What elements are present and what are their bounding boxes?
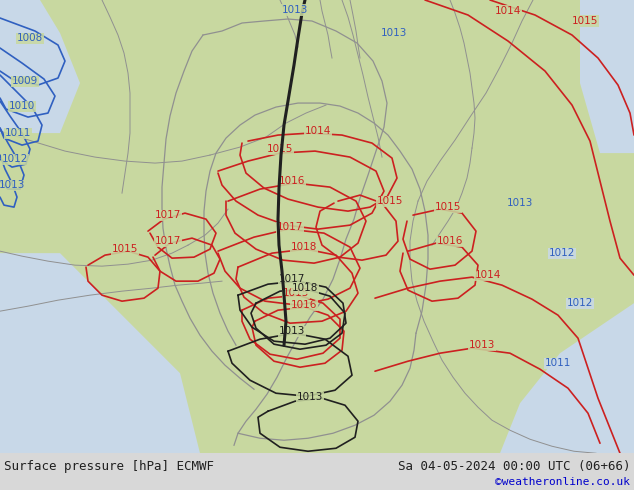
Polygon shape	[0, 0, 80, 133]
Text: 1011: 1011	[545, 358, 571, 368]
Text: 1011: 1011	[5, 128, 31, 138]
Text: 1015: 1015	[283, 288, 309, 298]
Text: 1014: 1014	[495, 6, 521, 16]
Text: 1013: 1013	[297, 392, 323, 402]
Text: 1017: 1017	[279, 274, 305, 284]
Text: 1018: 1018	[292, 283, 318, 293]
Text: 1015: 1015	[112, 244, 138, 254]
Text: 1015: 1015	[377, 196, 403, 206]
Text: Sa 04-05-2024 00:00 UTC (06+66): Sa 04-05-2024 00:00 UTC (06+66)	[398, 460, 630, 473]
Text: 1009: 1009	[12, 76, 38, 86]
Text: 1013: 1013	[469, 340, 495, 350]
Text: 1017: 1017	[155, 210, 181, 220]
Text: 1017: 1017	[155, 236, 181, 246]
Text: 1014: 1014	[305, 126, 331, 136]
Text: 1012: 1012	[549, 248, 575, 258]
Text: 1014: 1014	[475, 270, 501, 280]
Polygon shape	[500, 303, 634, 453]
Text: 1016: 1016	[437, 236, 463, 246]
Text: 1015: 1015	[267, 144, 293, 154]
Polygon shape	[580, 0, 634, 153]
Text: 1018: 1018	[291, 242, 317, 252]
Polygon shape	[0, 0, 634, 453]
Text: 1015: 1015	[435, 202, 461, 212]
Text: 1012: 1012	[2, 154, 28, 164]
Text: 1013: 1013	[507, 198, 533, 208]
Text: 1012: 1012	[567, 298, 593, 308]
Text: 1010: 1010	[9, 101, 35, 111]
Text: 1015: 1015	[572, 16, 598, 26]
Text: 1013: 1013	[279, 326, 305, 336]
Text: Surface pressure [hPa] ECMWF: Surface pressure [hPa] ECMWF	[4, 460, 214, 473]
Text: 1013: 1013	[281, 5, 308, 15]
Text: 1016: 1016	[279, 176, 305, 186]
Text: 1008: 1008	[17, 33, 43, 43]
Text: 1013: 1013	[381, 28, 407, 38]
Polygon shape	[0, 253, 200, 453]
Text: 1017: 1017	[277, 222, 303, 232]
Text: 1016: 1016	[291, 300, 317, 310]
Text: 1013: 1013	[0, 180, 25, 190]
Text: ©weatheronline.co.uk: ©weatheronline.co.uk	[495, 477, 630, 487]
